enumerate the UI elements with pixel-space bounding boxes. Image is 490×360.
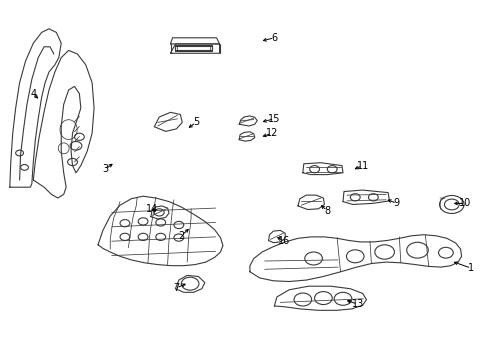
Text: 5: 5 (193, 117, 199, 127)
Bar (175, 46, 212, 50)
Bar (175, 45, 212, 51)
Text: 4: 4 (30, 89, 36, 99)
Text: 1: 1 (468, 263, 474, 273)
Text: 10: 10 (460, 198, 471, 208)
Text: 3: 3 (102, 164, 108, 174)
Text: 13: 13 (352, 299, 364, 309)
Text: 6: 6 (271, 33, 277, 43)
Text: 11: 11 (356, 161, 368, 171)
Text: 12: 12 (266, 128, 278, 138)
Text: 8: 8 (324, 206, 330, 216)
Text: 2: 2 (178, 231, 184, 241)
Text: 15: 15 (268, 114, 281, 124)
Text: 7: 7 (173, 283, 179, 293)
Text: 16: 16 (278, 236, 290, 246)
Text: 14: 14 (146, 204, 158, 214)
Text: 9: 9 (394, 198, 400, 208)
